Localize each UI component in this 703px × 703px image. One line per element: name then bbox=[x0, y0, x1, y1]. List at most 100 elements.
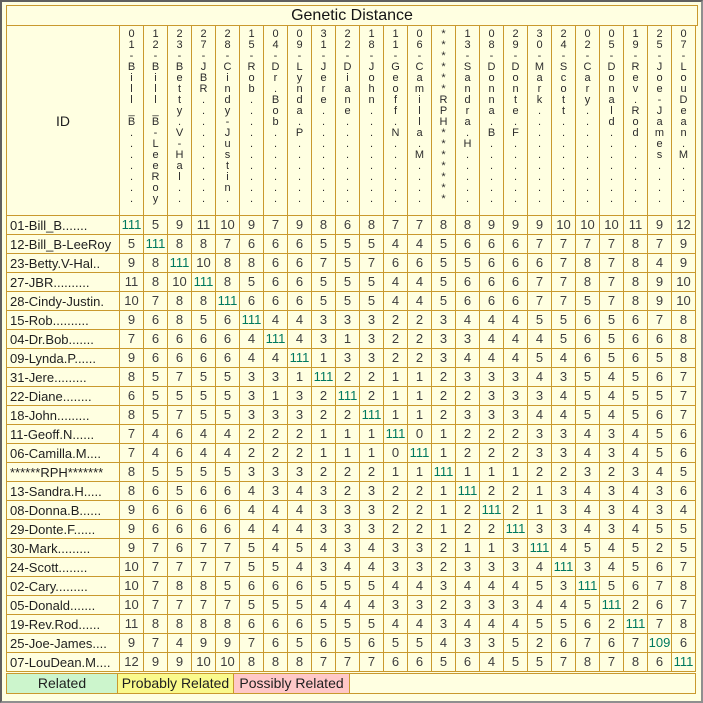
row-label-7: 04-Dr.Bob....... bbox=[6, 329, 120, 349]
column-header-11: 1 8 - J o h n . . . . . . . . . bbox=[359, 25, 384, 216]
matrix-cell: 3 bbox=[359, 310, 384, 330]
matrix-cell: 3 bbox=[479, 557, 504, 577]
matrix-cell: 6 bbox=[575, 614, 600, 634]
matrix-cell: 2 bbox=[503, 443, 528, 463]
matrix-cell: 3 bbox=[407, 557, 432, 577]
matrix-cell: 6 bbox=[143, 310, 168, 330]
matrix-cell: 1 bbox=[359, 443, 384, 463]
column-header-10: 2 2 - D i a n e . . . . . . . . bbox=[335, 25, 360, 216]
matrix-cell: 9 bbox=[671, 234, 696, 254]
matrix-cell: 6 bbox=[479, 234, 504, 254]
matrix-cell: 2 bbox=[383, 519, 408, 539]
column-header-19: 2 4 - S c o t t . . . . . . . . bbox=[551, 25, 576, 216]
matrix-cell: 111 bbox=[407, 443, 432, 463]
table-row-24: 07-LouDean.M.... 12 9 9 10 10 8 8 8 7 7 7 6 6 5 6 4 5 5 7 8 7… bbox=[6, 652, 696, 672]
matrix-cell: 5 bbox=[359, 291, 384, 311]
matrix-cell: 6 bbox=[143, 500, 168, 520]
column-header-6: 1 5 - R o b . . . . . . . . . . bbox=[239, 25, 264, 216]
matrix-cell: 6 bbox=[263, 576, 288, 596]
matrix-cell: 5 bbox=[575, 538, 600, 558]
matrix-cell: 5 bbox=[311, 576, 336, 596]
genetic-distance-matrix: ID 0 1 - B i l l _ B . . . . . . .1 2 - B… bbox=[6, 25, 696, 672]
matrix-cell: 6 bbox=[671, 424, 696, 444]
matrix-cell: 111 bbox=[527, 538, 552, 558]
matrix-cell: 7 bbox=[599, 253, 624, 273]
matrix-cell: 4 bbox=[143, 424, 168, 444]
matrix-cell: 10 bbox=[215, 652, 240, 672]
matrix-cell: 2 bbox=[359, 367, 384, 387]
matrix-cell: 3 bbox=[383, 557, 408, 577]
matrix-cell: 1 bbox=[455, 462, 480, 482]
matrix-cell: 3 bbox=[455, 367, 480, 387]
matrix-cell: 5 bbox=[671, 538, 696, 558]
matrix-cell: 7 bbox=[239, 633, 264, 653]
matrix-cell: 5 bbox=[623, 557, 648, 577]
matrix-cell: 7 bbox=[143, 576, 168, 596]
matrix-cell: 3 bbox=[479, 405, 504, 425]
matrix-cell: 2 bbox=[623, 595, 648, 615]
matrix-cell: 4 bbox=[311, 538, 336, 558]
matrix-cell: 5 bbox=[623, 386, 648, 406]
matrix-cell: 6 bbox=[623, 310, 648, 330]
matrix-cell: 4 bbox=[575, 481, 600, 501]
matrix-cell: 2 bbox=[263, 443, 288, 463]
matrix-cell: 4 bbox=[503, 329, 528, 349]
matrix-cell: 6 bbox=[551, 633, 576, 653]
matrix-cell: 4 bbox=[383, 614, 408, 634]
matrix-cell: 11 bbox=[119, 272, 144, 292]
row-label-12: 11-Geoff.N...... bbox=[6, 424, 120, 444]
matrix-cell: 4 bbox=[575, 424, 600, 444]
matrix-body: 01-Bill_B....... 111 5 9 11 10 9 7 9 8 6 8 7 7 8 8 9 9 9 10… bbox=[6, 215, 696, 672]
table-row-13: 06-Camilla.M.... 7 4 6 4 4 2 2 2 1 1 1 0 111 1 2 2 2 3 3 4 3 4… bbox=[6, 443, 696, 463]
matrix-cell: 9 bbox=[119, 538, 144, 558]
matrix-cell: 4 bbox=[215, 443, 240, 463]
matrix-cell: 2 bbox=[359, 462, 384, 482]
matrix-cell: 4 bbox=[623, 424, 648, 444]
matrix-cell: 4 bbox=[383, 272, 408, 292]
matrix-cell: 6 bbox=[263, 291, 288, 311]
matrix-cell: 10 bbox=[191, 253, 216, 273]
matrix-cell: 5 bbox=[311, 291, 336, 311]
matrix-cell: 2 bbox=[407, 310, 432, 330]
matrix-cell: 2 bbox=[239, 424, 264, 444]
matrix-cell: 5 bbox=[575, 291, 600, 311]
matrix-cell: 6 bbox=[263, 253, 288, 273]
matrix-cell: 8 bbox=[167, 234, 192, 254]
matrix-cell: 7 bbox=[551, 234, 576, 254]
matrix-cell: 3 bbox=[311, 557, 336, 577]
legend-filler bbox=[349, 673, 696, 694]
matrix-cell: 6 bbox=[167, 538, 192, 558]
matrix-cell: 6 bbox=[167, 329, 192, 349]
row-label-16: 08-Donna.B...... bbox=[6, 500, 120, 520]
matrix-cell: 3 bbox=[503, 367, 528, 387]
matrix-cell: 3 bbox=[599, 424, 624, 444]
matrix-cell: 4 bbox=[239, 329, 264, 349]
matrix-cell: 3 bbox=[551, 424, 576, 444]
matrix-cell: 2 bbox=[383, 329, 408, 349]
matrix-cell: 10 bbox=[119, 576, 144, 596]
matrix-cell: 6 bbox=[359, 633, 384, 653]
matrix-cell: 4 bbox=[239, 348, 264, 368]
matrix-cell: 7 bbox=[167, 405, 192, 425]
matrix-cell: 4 bbox=[311, 595, 336, 615]
matrix-cell: 111 bbox=[287, 348, 312, 368]
matrix-cell: 7 bbox=[575, 633, 600, 653]
table-row-23: 25-Joe-James.... 9 7 4 9 9 7 6 5 6 5 6 5 5 4 3 3 5 2 6 7 6 7 10… bbox=[6, 633, 696, 653]
matrix-cell: 3 bbox=[335, 538, 360, 558]
matrix-cell: 2 bbox=[383, 500, 408, 520]
matrix-cell: 4 bbox=[503, 310, 528, 330]
matrix-cell: 8 bbox=[215, 272, 240, 292]
matrix-cell: 5 bbox=[119, 234, 144, 254]
matrix-cell: 7 bbox=[263, 215, 288, 235]
matrix-cell: 8 bbox=[215, 253, 240, 273]
matrix-cell: 4 bbox=[191, 424, 216, 444]
matrix-cell: 5 bbox=[431, 291, 456, 311]
matrix-cell: 6 bbox=[215, 481, 240, 501]
matrix-cell: 2 bbox=[503, 500, 528, 520]
matrix-cell: 9 bbox=[647, 291, 672, 311]
matrix-cell: 4 bbox=[383, 291, 408, 311]
matrix-cell: 6 bbox=[215, 329, 240, 349]
matrix-cell: 3 bbox=[311, 481, 336, 501]
column-header-17: 2 9 - D o n t e . F . . . . . . bbox=[503, 25, 528, 216]
matrix-cell: 7 bbox=[671, 595, 696, 615]
